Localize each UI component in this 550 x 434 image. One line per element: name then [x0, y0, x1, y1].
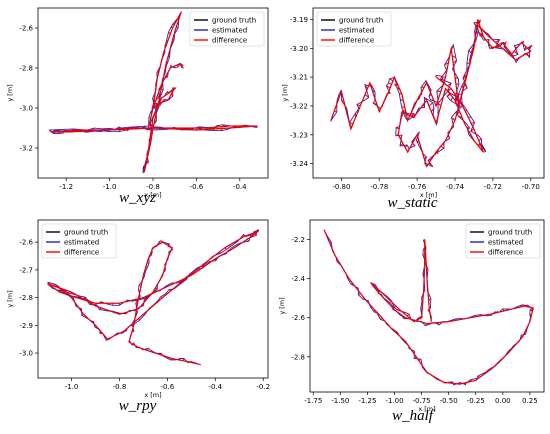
y-tick-label: -3.22 — [290, 102, 308, 110]
y-tick-label: -3.24 — [290, 160, 309, 168]
legend: ground truth estimated difference — [189, 11, 265, 47]
x-tick-label: -0.75 — [413, 397, 431, 405]
chart-panel-2: -0.80 -0.78 -0.76 -0.74 -0.72 -0.70 -3.19 -3.20… — [281, 7, 545, 199]
legend-entry: estimated — [339, 27, 374, 35]
panel-caption: w_xyz — [119, 190, 156, 206]
y-axis-label: y [m] — [6, 290, 14, 307]
legend-entry: difference — [212, 37, 247, 45]
x-tick-label: -0.2 — [256, 383, 270, 391]
y-tick-label: -3.23 — [290, 131, 308, 139]
x-tick-label: 0.00 — [495, 397, 511, 405]
difference-trajectory — [331, 19, 532, 168]
x-tick-label: -0.70 — [522, 183, 540, 191]
x-axis-label: x [m] — [418, 405, 435, 413]
x-tick-label: -0.72 — [484, 183, 502, 191]
legend-entry: difference — [339, 37, 374, 45]
legend-entry: difference — [64, 249, 99, 257]
difference-trajectory — [50, 11, 258, 173]
x-tick-label: 0.25 — [522, 397, 538, 405]
x-axis-label: x [m] — [144, 391, 161, 399]
y-axis-label: y [m] — [6, 84, 14, 101]
legend: ground truth estimated difference — [41, 223, 117, 259]
x-tick-label: -1.50 — [331, 397, 349, 405]
y-tick-label: -2.9 — [19, 322, 33, 330]
legend-entry: ground truth — [64, 229, 108, 237]
x-tick-label: -1.25 — [358, 397, 376, 405]
y-tick-label: -2.4 — [291, 275, 305, 283]
y-tick-label: -3.19 — [290, 16, 308, 24]
panel-caption: w_rpy — [118, 398, 157, 414]
y-axis-label: y [m] — [278, 297, 286, 314]
y-tick-label: -3.21 — [290, 74, 308, 82]
chart-panel-3: -1.0 -0.8 -0.6 -0.4 -0.2 -2.6 -2.7 -2.8 -2.9 -3.0… — [6, 219, 270, 399]
legend-entry: difference — [488, 249, 523, 257]
legend-entry: estimated — [212, 27, 247, 35]
x-axis-label: x [m] — [420, 191, 437, 199]
y-tick-label: -2.6 — [19, 25, 33, 33]
legend-entry: ground truth — [488, 229, 532, 237]
legend-box — [41, 223, 117, 259]
x-tick-label: -1.2 — [59, 183, 73, 191]
x-tick-label: -0.80 — [332, 183, 350, 191]
legend-entry: estimated — [488, 239, 523, 247]
y-tick-label: -2.7 — [19, 266, 33, 274]
x-tick-label: -0.76 — [408, 183, 427, 191]
x-tick-label: -0.74 — [446, 183, 465, 191]
y-tick-label: -3.20 — [290, 45, 308, 53]
x-tick-label: -1.75 — [304, 397, 322, 405]
x-tick-label: -0.6 — [190, 183, 204, 191]
legend-box — [189, 11, 265, 47]
legend: ground truth estimated difference — [316, 11, 392, 47]
x-tick-label: -1.0 — [103, 183, 117, 191]
legend-entry: ground truth — [212, 17, 256, 25]
y-tick-label: -2.8 — [19, 294, 33, 302]
x-tick-label: -0.50 — [440, 397, 458, 405]
x-tick-label: -0.78 — [370, 183, 388, 191]
x-tick-label: -0.6 — [161, 383, 175, 391]
y-tick-label: -2.6 — [291, 314, 305, 322]
y-tick-label: -2.6 — [19, 239, 33, 247]
x-tick-label: -0.4 — [208, 383, 222, 391]
y-tick-label: -3.2 — [19, 145, 33, 153]
difference-trajectory — [47, 230, 259, 365]
y-tick-label: -2.8 — [19, 65, 33, 73]
y-tick-label: -2.8 — [291, 353, 305, 361]
x-tick-label: -0.4 — [233, 183, 247, 191]
panel-caption: w_static — [387, 195, 438, 211]
x-tick-label: -0.25 — [467, 397, 485, 405]
y-axis-label: y [m] — [281, 84, 289, 101]
x-tick-label: -0.8 — [146, 183, 160, 191]
legend-entry: ground truth — [339, 17, 383, 25]
panel-caption: w_half — [392, 408, 433, 424]
legend: ground truth estimated difference — [465, 223, 541, 259]
chart-panel-1: -1.2 -1.0 -0.8 -0.6 -0.4 -2.6 -2.8 -3.0 -3.2 x [m… — [6, 7, 269, 199]
chart-panel-4: -1.75 -1.50 -1.25 -1.00 -0.75 -0.50 -0.25 0.00 0… — [278, 219, 545, 413]
legend-box — [316, 11, 392, 47]
difference-trajectory — [323, 229, 534, 385]
y-tick-label: -3.0 — [19, 350, 33, 358]
x-tick-label: -1.0 — [65, 383, 79, 391]
y-tick-label: -2.2 — [291, 236, 305, 244]
legend-box — [465, 223, 541, 259]
x-tick-label: -0.8 — [113, 383, 127, 391]
x-axis-label: x [m] — [144, 191, 161, 199]
legend-entry: estimated — [64, 239, 99, 247]
x-tick-label: -1.00 — [385, 397, 403, 405]
y-tick-label: -3.0 — [19, 105, 33, 113]
